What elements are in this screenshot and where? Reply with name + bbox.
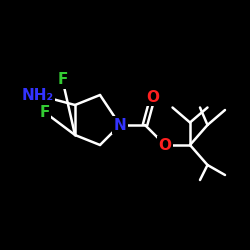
Text: NH₂: NH₂: [22, 88, 54, 102]
Text: F: F: [40, 105, 50, 120]
Text: O: O: [158, 138, 172, 152]
Text: O: O: [146, 90, 159, 105]
Text: F: F: [57, 72, 68, 88]
Text: N: N: [114, 118, 126, 132]
